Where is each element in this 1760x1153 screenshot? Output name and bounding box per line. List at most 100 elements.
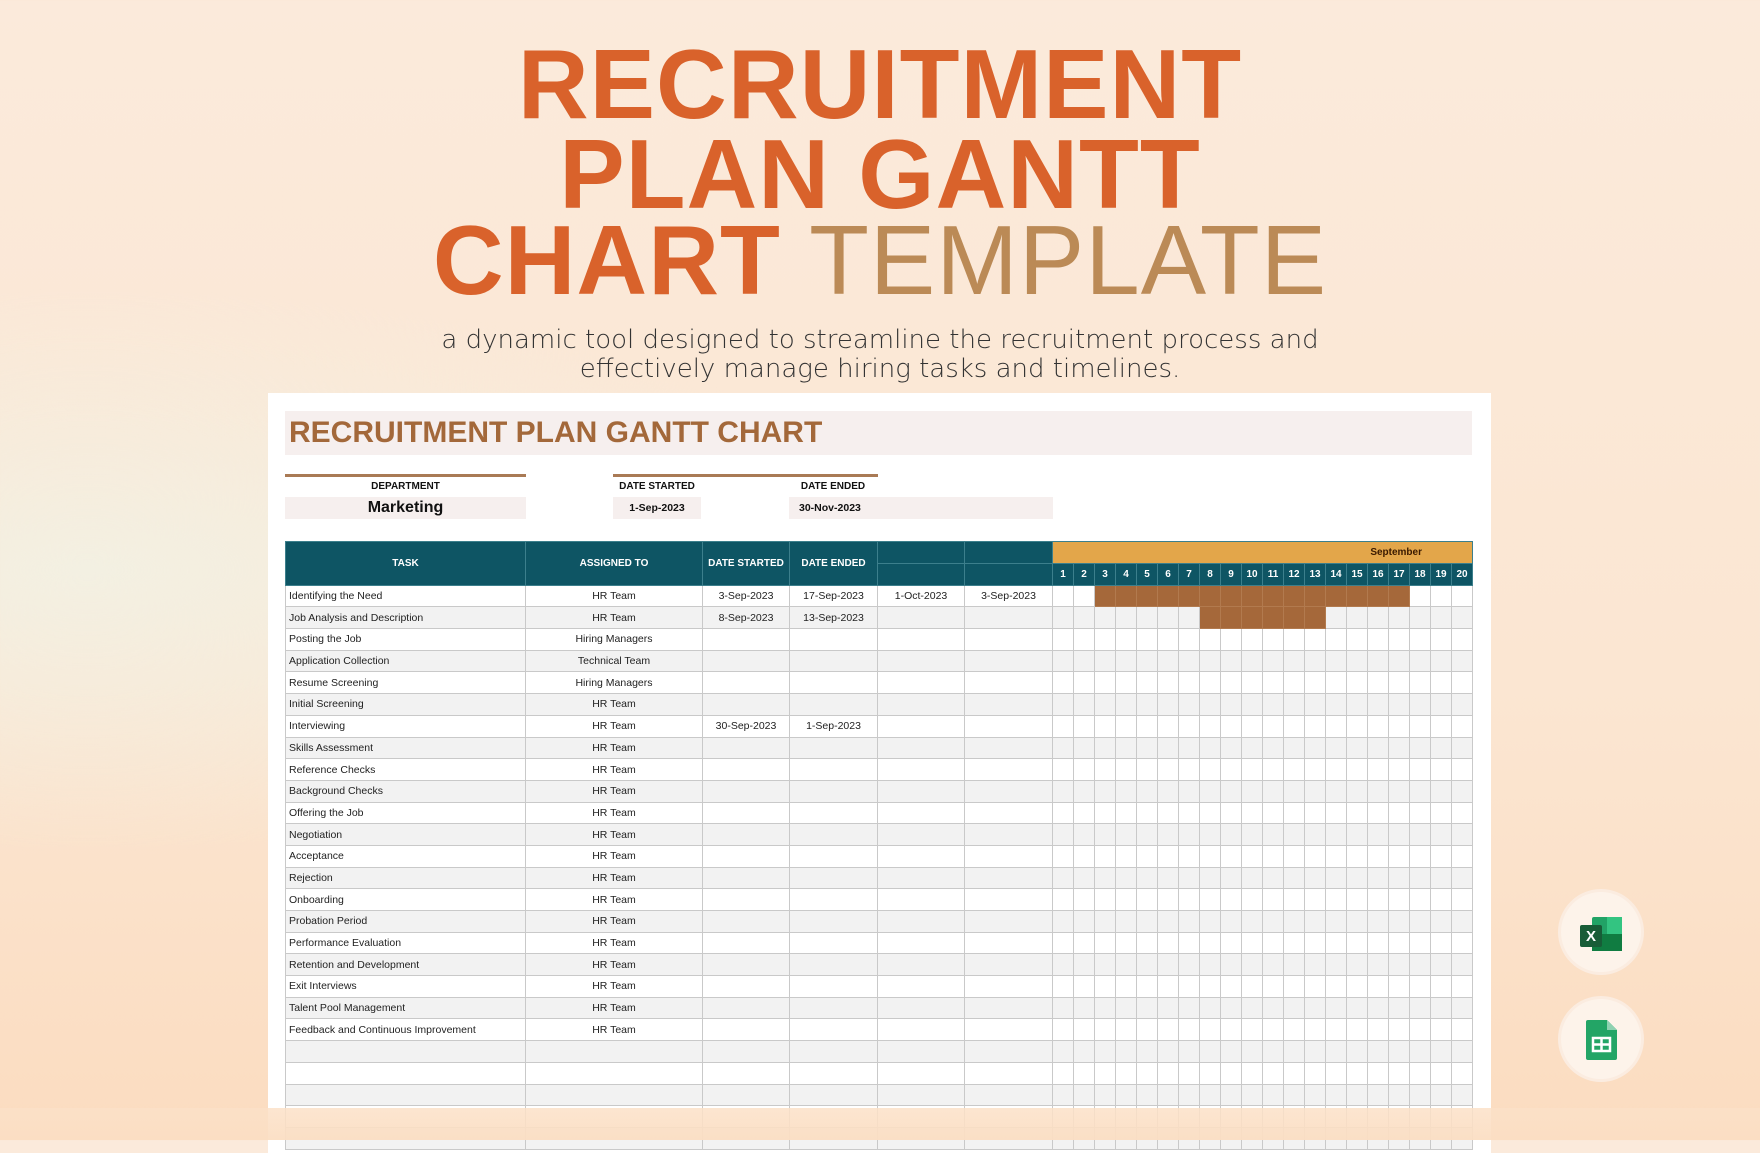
gantt-cell[interactable] xyxy=(1388,736,1410,760)
gantt-cell[interactable] xyxy=(1409,801,1431,825)
gantt-cell[interactable] xyxy=(1283,910,1305,933)
gantt-cell[interactable] xyxy=(1304,628,1326,651)
gantt-cell[interactable] xyxy=(1073,606,1095,630)
cell-start[interactable]: 3-Sep-2023 xyxy=(702,584,790,608)
gantt-cell[interactable] xyxy=(1241,975,1263,998)
cell-task[interactable] xyxy=(285,1083,526,1107)
gantt-cell[interactable] xyxy=(1409,996,1431,1020)
gantt-cell[interactable] xyxy=(1178,758,1200,781)
gantt-cell[interactable] xyxy=(1451,801,1473,825)
gantt-cell[interactable] xyxy=(1220,823,1242,846)
gantt-cell[interactable] xyxy=(1304,736,1326,760)
gantt-cell[interactable] xyxy=(1094,758,1116,781)
gantt-cell[interactable] xyxy=(1241,823,1263,846)
gantt-cell[interactable] xyxy=(1430,1040,1452,1063)
gantt-cell[interactable] xyxy=(1430,758,1452,781)
gantt-cell[interactable] xyxy=(1304,1061,1326,1085)
gantt-cell[interactable] xyxy=(1199,996,1221,1020)
gantt-cell[interactable] xyxy=(1136,953,1158,977)
gantt-cell[interactable] xyxy=(1073,975,1095,998)
cell-c6[interactable] xyxy=(964,801,1053,825)
gantt-cell[interactable] xyxy=(1346,758,1368,781)
gantt-cell[interactable] xyxy=(1451,888,1473,911)
cell-assigned[interactable] xyxy=(525,1061,703,1085)
gantt-cell[interactable] xyxy=(1388,996,1410,1020)
cell-start[interactable] xyxy=(702,628,790,651)
gantt-cell[interactable] xyxy=(1451,953,1473,977)
cell-task[interactable] xyxy=(285,1040,526,1063)
gantt-cell[interactable] xyxy=(1262,975,1284,998)
cell-c5[interactable] xyxy=(877,671,965,695)
gantt-cell[interactable] xyxy=(1388,866,1410,890)
gantt-cell[interactable] xyxy=(1325,996,1347,1020)
cell-assigned[interactable]: HR Team xyxy=(525,606,703,630)
gantt-cell[interactable] xyxy=(1367,1040,1389,1063)
gantt-cell[interactable] xyxy=(1304,975,1326,998)
gantt-cell[interactable] xyxy=(1409,931,1431,955)
gantt-cell[interactable] xyxy=(1136,779,1158,803)
gantt-cell[interactable] xyxy=(1220,866,1242,890)
gantt-cell[interactable] xyxy=(1430,910,1452,933)
gantt-cell[interactable] xyxy=(1136,801,1158,825)
gantt-cell[interactable] xyxy=(1115,975,1137,998)
gantt-cell[interactable] xyxy=(1325,1061,1347,1085)
gantt-cell[interactable] xyxy=(1325,866,1347,890)
gantt-cell[interactable] xyxy=(1052,628,1074,651)
gantt-cell[interactable] xyxy=(1367,779,1389,803)
cell-task[interactable]: Performance Evaluation xyxy=(285,931,526,955)
gantt-bar-cell[interactable] xyxy=(1388,584,1410,608)
gantt-cell[interactable] xyxy=(1094,975,1116,998)
gantt-cell[interactable] xyxy=(1115,1040,1137,1063)
gantt-cell[interactable] xyxy=(1388,758,1410,781)
gantt-cell[interactable] xyxy=(1346,1018,1368,1042)
gantt-cell[interactable] xyxy=(1304,888,1326,911)
cell-c6[interactable] xyxy=(964,844,1053,868)
gantt-cell[interactable] xyxy=(1178,714,1200,738)
gantt-cell[interactable] xyxy=(1220,671,1242,695)
gantt-cell[interactable] xyxy=(1157,931,1179,955)
gantt-cell[interactable] xyxy=(1325,801,1347,825)
gantt-cell[interactable] xyxy=(1304,801,1326,825)
cell-end[interactable]: 13-Sep-2023 xyxy=(789,606,878,630)
cell-task[interactable]: Initial Screening xyxy=(285,693,526,716)
cell-end[interactable] xyxy=(789,1061,878,1085)
gantt-cell[interactable] xyxy=(1178,801,1200,825)
gantt-cell[interactable] xyxy=(1388,606,1410,630)
gantt-cell[interactable] xyxy=(1430,801,1452,825)
gantt-cell[interactable] xyxy=(1178,844,1200,868)
gantt-cell[interactable] xyxy=(1094,1061,1116,1085)
gantt-cell[interactable] xyxy=(1220,931,1242,955)
gantt-cell[interactable] xyxy=(1283,628,1305,651)
cell-c6[interactable] xyxy=(964,736,1053,760)
gantt-bar-cell[interactable] xyxy=(1178,584,1200,608)
cell-end[interactable] xyxy=(789,758,878,781)
gantt-bar-cell[interactable] xyxy=(1220,606,1242,630)
gantt-cell[interactable] xyxy=(1346,975,1368,998)
cell-task[interactable]: Talent Pool Management xyxy=(285,996,526,1020)
gantt-cell[interactable] xyxy=(1304,823,1326,846)
cell-task[interactable]: Posting the Job xyxy=(285,628,526,651)
gantt-cell[interactable] xyxy=(1220,953,1242,977)
cell-c6[interactable] xyxy=(964,671,1053,695)
gantt-cell[interactable] xyxy=(1178,606,1200,630)
cell-c6[interactable] xyxy=(964,888,1053,911)
gantt-cell[interactable] xyxy=(1073,910,1095,933)
gantt-cell[interactable] xyxy=(1325,975,1347,998)
gantt-cell[interactable] xyxy=(1262,736,1284,760)
cell-start[interactable] xyxy=(702,649,790,673)
gantt-cell[interactable] xyxy=(1304,953,1326,977)
gantt-cell[interactable] xyxy=(1199,888,1221,911)
cell-c5[interactable] xyxy=(877,996,965,1020)
gantt-cell[interactable] xyxy=(1241,671,1263,695)
cell-task[interactable]: Background Checks xyxy=(285,779,526,803)
gantt-cell[interactable] xyxy=(1115,866,1137,890)
gantt-cell[interactable] xyxy=(1073,866,1095,890)
gantt-cell[interactable] xyxy=(1178,649,1200,673)
gantt-cell[interactable] xyxy=(1136,606,1158,630)
gantt-cell[interactable] xyxy=(1262,1061,1284,1085)
department-value[interactable]: Marketing xyxy=(285,497,526,519)
gantt-cell[interactable] xyxy=(1304,1083,1326,1107)
gantt-cell[interactable] xyxy=(1346,844,1368,868)
gantt-cell[interactable] xyxy=(1052,606,1074,630)
gantt-cell[interactable] xyxy=(1409,649,1431,673)
